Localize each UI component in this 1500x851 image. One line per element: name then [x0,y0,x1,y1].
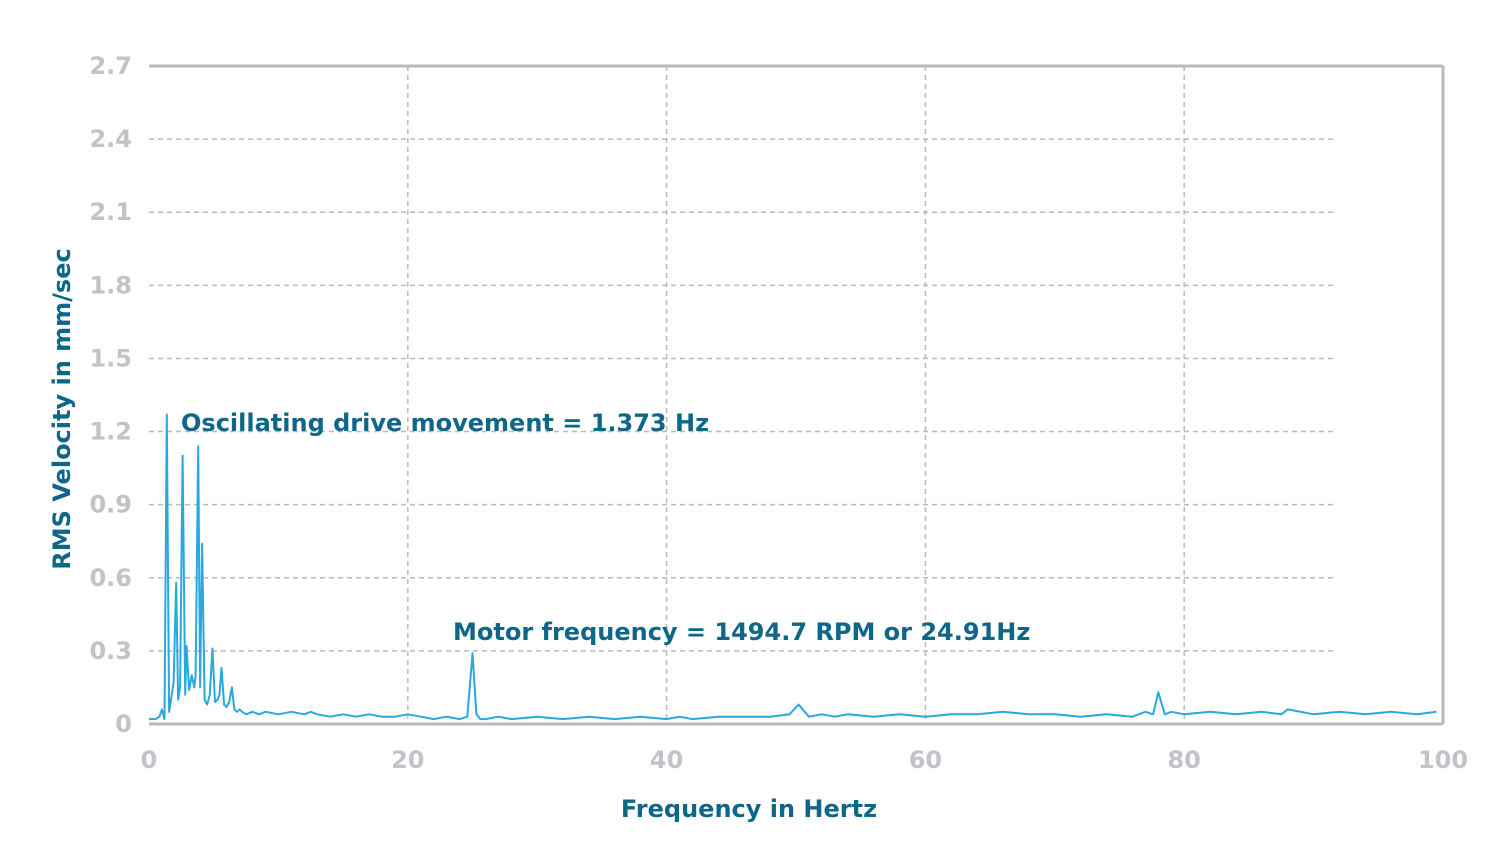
y-tick-label: 0.3 [89,637,132,665]
x-tick-label: 0 [141,746,158,774]
x-tick-label: 80 [1167,746,1200,774]
x-tick-labels: 0 20 40 60 80 100 [141,746,1468,774]
annotation-oscillating-drive: Oscillating drive movement = 1.373 Hz [181,409,709,437]
x-tick-label: 60 [909,746,942,774]
axes [149,64,1445,726]
y-tick-labels: 0 0.3 0.6 0.9 1.2 1.5 1.8 2.1 2.4 2.7 [89,52,132,738]
y-tick-label: 1.8 [89,271,132,299]
y-tick-label: 1.2 [89,418,132,446]
annotation-motor-frequency: Motor frequency = 1494.7 RPM or 24.91Hz [453,618,1030,646]
y-tick-label: 2.7 [89,52,132,80]
y-axis-title: RMS Velocity in mm/sec [48,248,76,569]
x-tick-label: 100 [1418,746,1468,774]
series-line-rms-velocity [149,413,1437,721]
y-tick-label: 0.6 [89,564,132,592]
grid-lines [149,66,1337,724]
y-tick-label: 2.1 [89,198,132,226]
y-tick-label: 2.4 [89,125,132,153]
x-tick-label: 20 [391,746,424,774]
series [149,413,1437,721]
y-tick-label: 0 [115,710,132,738]
x-axis-title: Frequency in Hertz [621,795,877,823]
y-tick-label: 1.5 [89,344,132,372]
y-tick-label: 0.9 [89,491,132,519]
x-tick-label: 40 [650,746,683,774]
